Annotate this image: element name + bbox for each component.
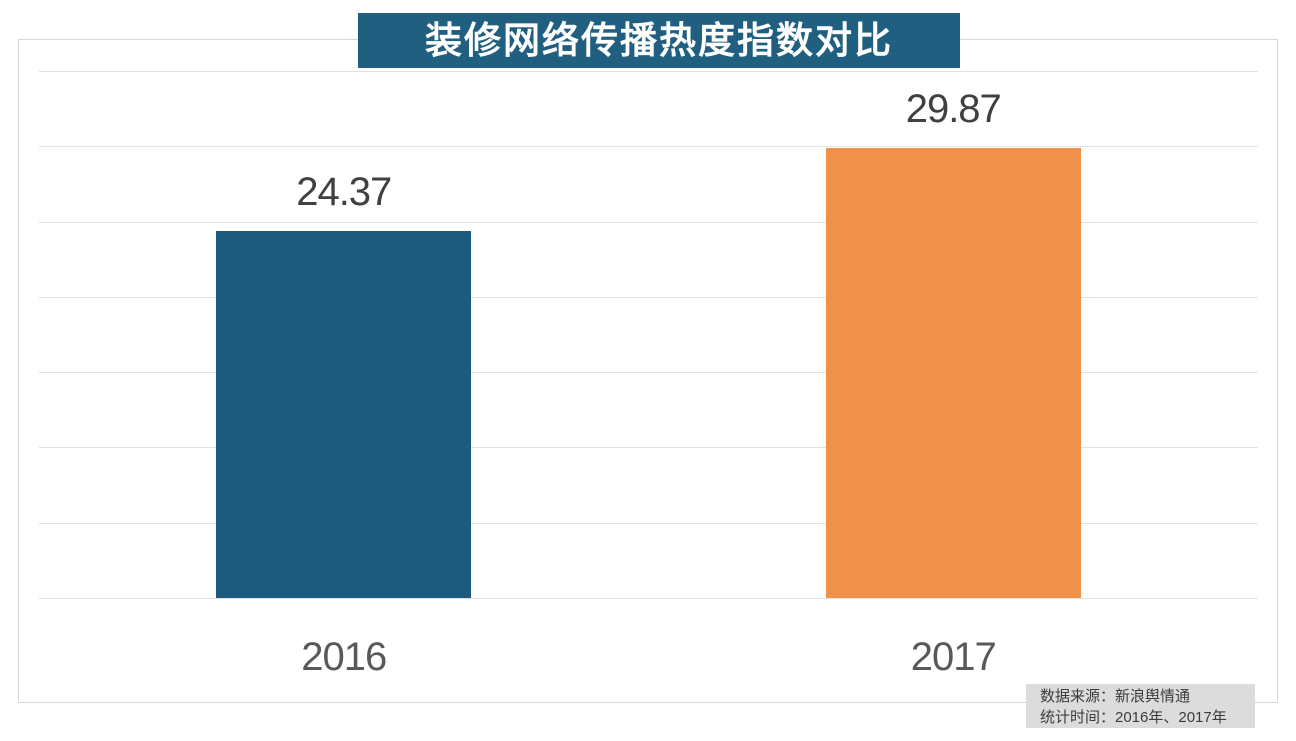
gridline-y-20 [39,296,1258,298]
x-axis-label-2016: 2016 [301,635,387,679]
value-label-2017: 29.87 [905,87,1002,131]
chart-title: 装修网络传播热度指数对比 [358,13,960,68]
gridline-y-5 [39,522,1258,524]
gridline-y-25 [39,221,1258,223]
chart-plot-border [18,39,1278,703]
source-note-line1: 数据来源：新浪舆情通 [1040,688,1191,705]
gridline-y-0 [39,598,1258,599]
gridline-y-30 [39,146,1258,148]
gridline-y-15 [39,372,1258,374]
gridline-y-35 [39,71,1258,72]
gridline-y-10 [39,447,1258,449]
x-axis-label-2017: 2017 [910,635,997,679]
value-label-2016: 24.37 [296,170,392,214]
source-note: 数据来源：新浪舆情通 统计时间：2016年、2017年 [1026,684,1255,728]
bar-2017 [825,148,1081,598]
bar-2016 [216,231,472,598]
source-note-line2: 统计时间：2016年、2017年 [1040,709,1227,726]
